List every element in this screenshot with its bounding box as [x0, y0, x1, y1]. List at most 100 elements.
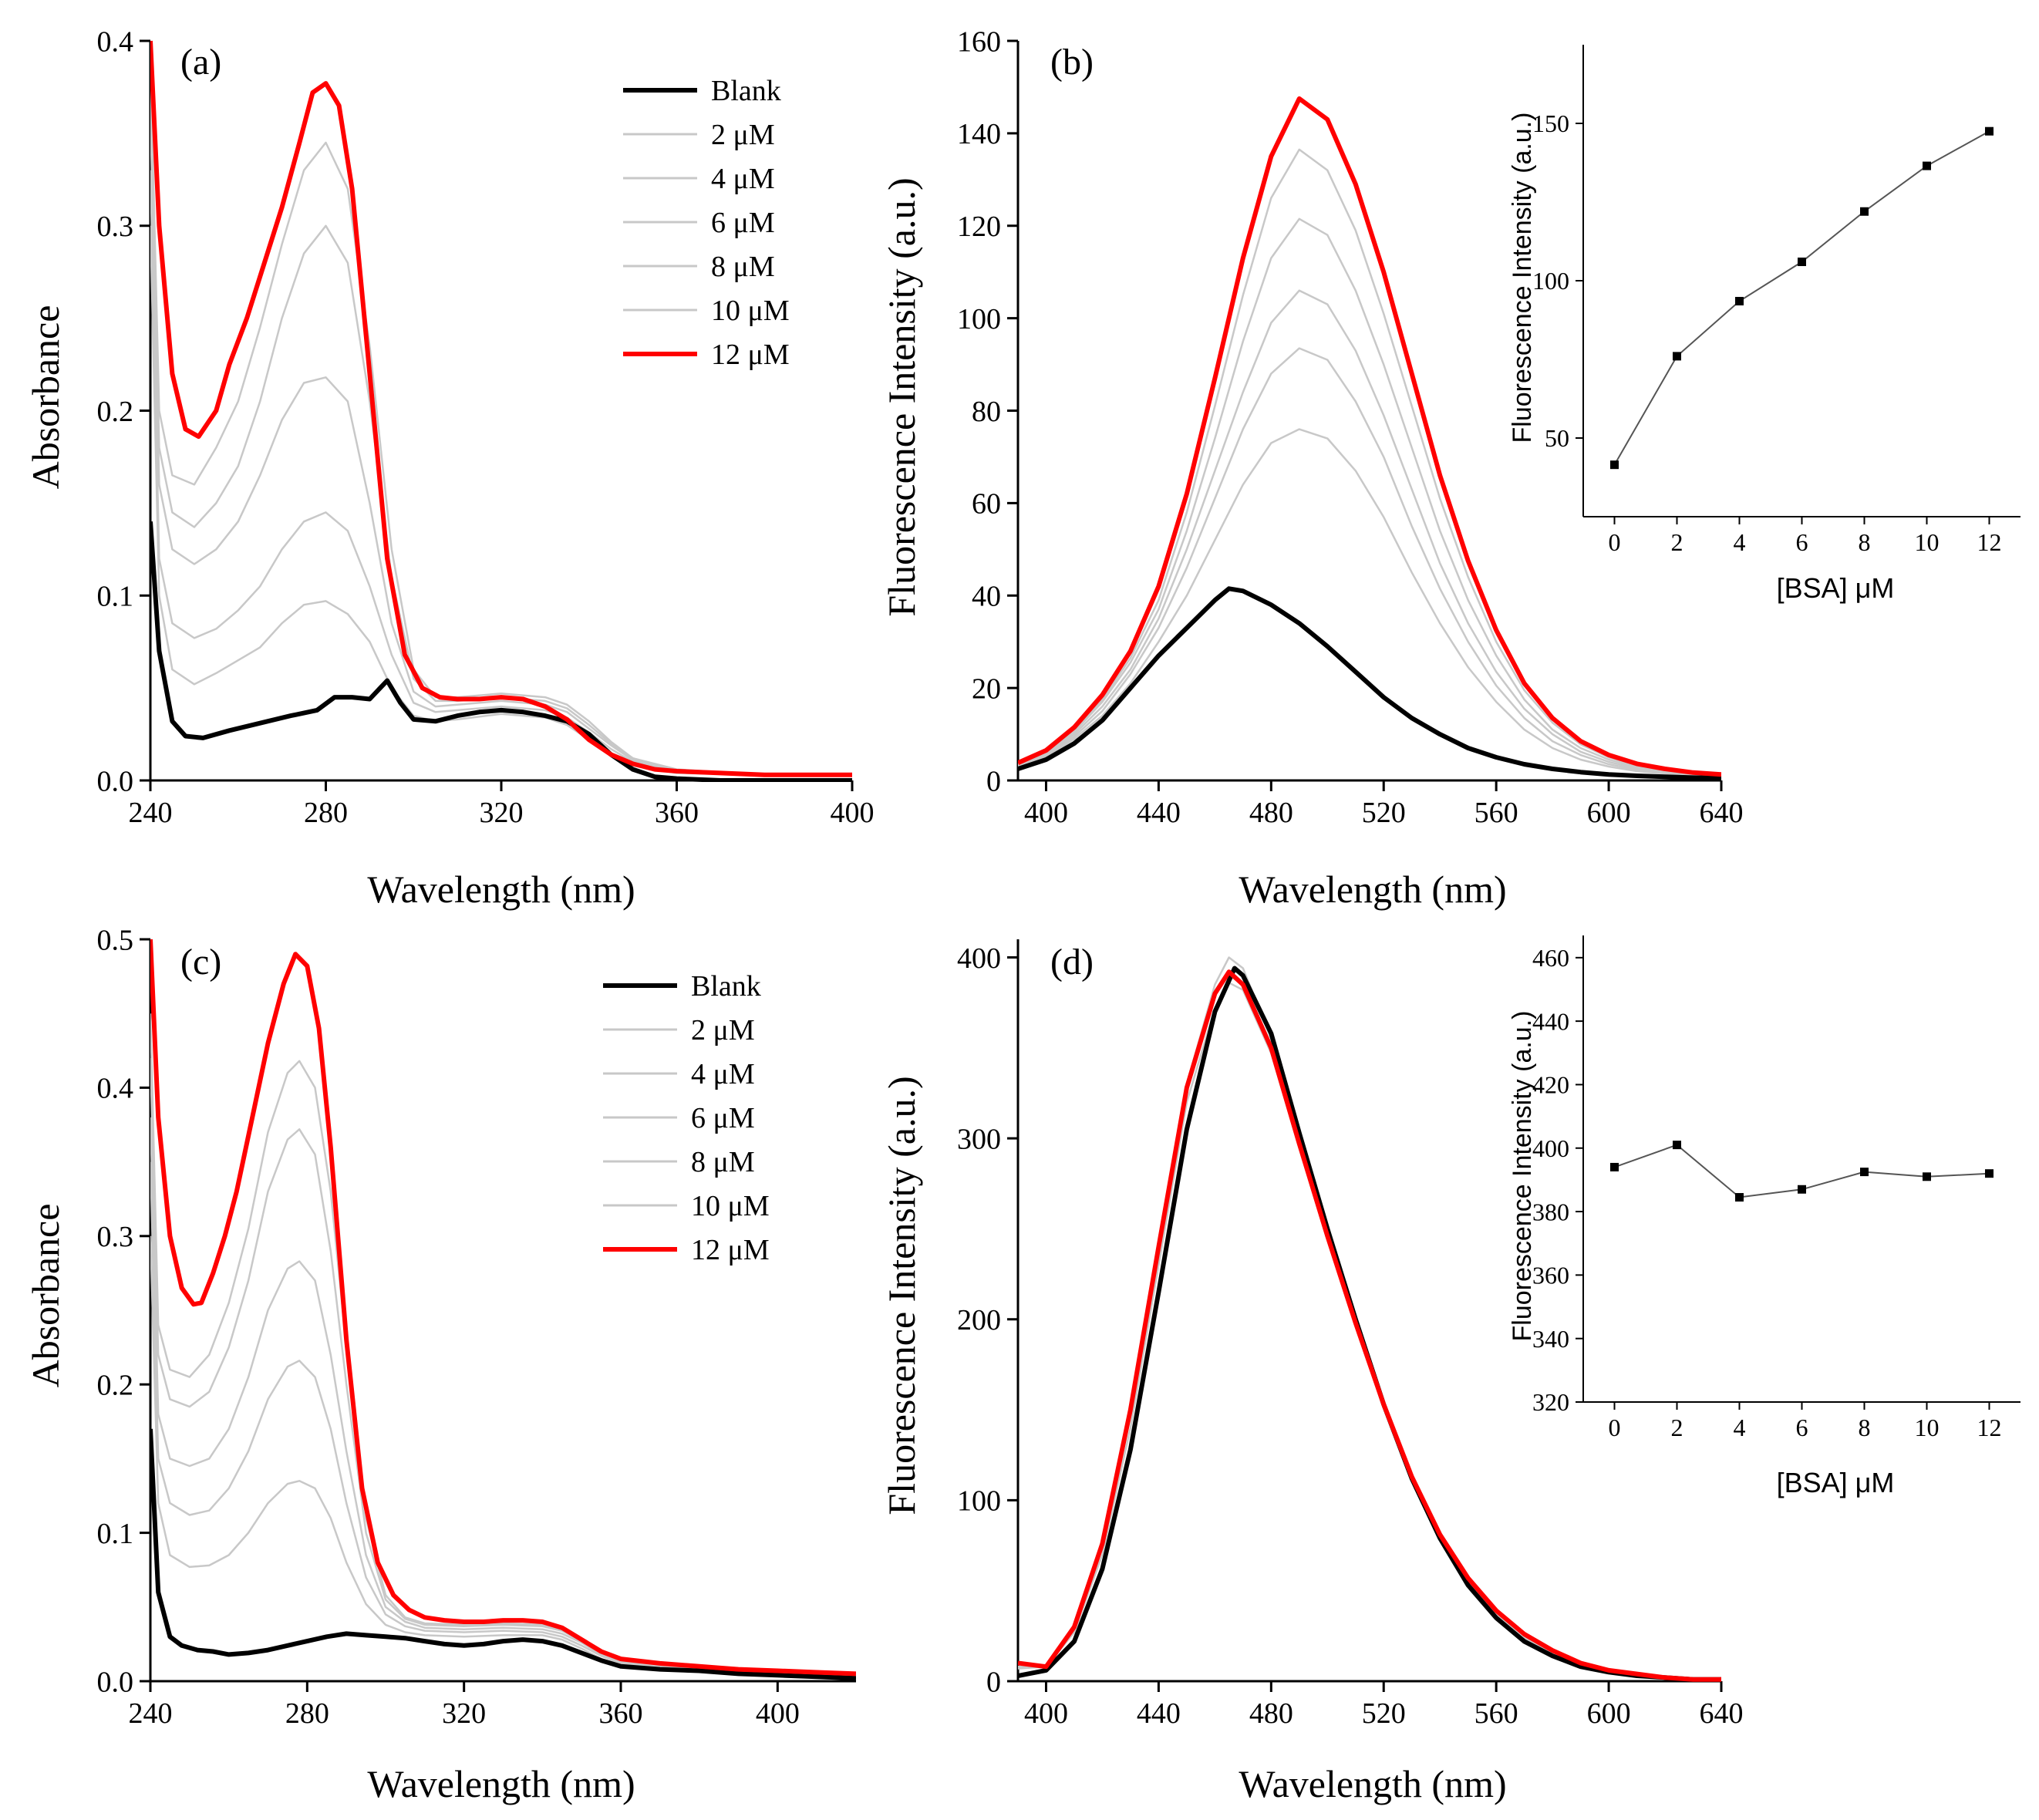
- series-line-c-2M: [150, 1235, 856, 1677]
- panel-c-legend: Blank 2 μM 4 μM 6 μM 8 μM 10 μM 12 μM: [603, 970, 770, 1266]
- y-tick-label: 160: [957, 25, 1001, 58]
- x-tick-label: 12: [1977, 528, 2002, 556]
- inset-data-point: [1610, 1162, 1619, 1171]
- y-tick-label: 0.4: [97, 1073, 134, 1105]
- x-tick-label: 640: [1700, 1697, 1744, 1730]
- x-tick-label: 520: [1362, 1697, 1406, 1730]
- panel-c-plot: 240 280 320 360 400 0.0 0.1 0.2 0.3 0.4 0.5: [97, 924, 856, 1730]
- panel-a-ylabel: Absorbance: [24, 305, 67, 490]
- panel-b: 400 440 480 520 560 600 6400204060801001201401…: [880, 25, 1744, 911]
- x-tick-label: 320: [442, 1697, 486, 1730]
- inset-d: 0 2 4 6 8 10 12 320 340 360 380 400 420 440 460 [BSA] …: [1508, 935, 2020, 1498]
- y-tick-label: 0: [986, 765, 1001, 797]
- series-line-a-Blank: [150, 521, 852, 782]
- inset-data-point: [1798, 258, 1806, 267]
- panel-d-plot: 400 440 480 520 560 600 640 0 100 200 300 400: [957, 939, 1744, 1730]
- legend-c-label-5: 10 μM: [691, 1190, 770, 1222]
- y-tick-label: 0.0: [97, 1666, 134, 1698]
- series-line-a-4M: [150, 170, 852, 777]
- inset-data-point: [1673, 352, 1681, 361]
- y-tick-label: 20: [972, 672, 1001, 705]
- legend-a-label-3: 6 μM: [711, 207, 775, 239]
- panel-a-label: (a): [180, 42, 221, 83]
- panel-d-xlabel: Wavelength (nm): [1239, 1762, 1506, 1805]
- x-tick-label: 440: [1137, 1697, 1181, 1730]
- x-tick-label: 360: [599, 1697, 643, 1730]
- y-tick-label: 440: [1532, 1007, 1569, 1035]
- panel-d: 400 440 480 520 560 600 640 0 100 200 300 400 (d) W…: [880, 939, 1744, 1805]
- x-tick-label: 240: [129, 1697, 173, 1730]
- x-tick-label: 280: [304, 797, 348, 829]
- series-line-b-4M: [1018, 347, 1721, 777]
- x-tick-label: 520: [1362, 797, 1406, 829]
- legend-c-label-0: Blank: [691, 970, 761, 1003]
- y-tick-label: 150: [1532, 110, 1569, 137]
- y-tick-label: 300: [957, 1123, 1001, 1155]
- inset-data-point: [1860, 1168, 1869, 1177]
- panel-b-label: (b): [1050, 42, 1094, 83]
- inset-data-point: [1923, 161, 1931, 170]
- series-line-b-12M: [1018, 96, 1721, 777]
- series-line-d-12M: [1018, 969, 1721, 1682]
- legend-a-label-5: 10 μM: [711, 295, 790, 327]
- panel-a-plot: 240 280 320 360 400 0.0 0.1 0.2 0.3 0.4: [97, 25, 875, 829]
- x-tick-label: 4: [1734, 528, 1746, 556]
- panel-a-xlabel: Wavelength (nm): [367, 868, 635, 911]
- x-tick-label: 400: [831, 797, 875, 829]
- inset-data-point: [1860, 207, 1869, 216]
- inset-d-xlabel: [BSA] μM: [1777, 1467, 1895, 1498]
- inset-series-line: [1613, 130, 1990, 466]
- series-line-b-Blank: [1018, 586, 1721, 780]
- x-tick-label: 480: [1249, 1697, 1293, 1730]
- legend-a-label-2: 4 μM: [711, 163, 775, 195]
- x-tick-label: 2: [1671, 1414, 1683, 1441]
- panel-a-legend: Blank 2 μM 4 μM 6 μM 8 μM 10 μM 12 μM: [623, 75, 790, 371]
- x-tick-label: 560: [1474, 797, 1518, 829]
- inset-data-point: [1923, 1172, 1931, 1181]
- series-line-c-4M: [150, 1161, 856, 1677]
- inset-d-plot: 0 2 4 6 8 10 12 320 340 360 380 400 420 440 460: [1532, 935, 2020, 1441]
- panel-c-ylabel: Absorbance: [24, 1204, 67, 1388]
- panel-b-plot: 400 440 480 520 560 600 6400204060801001201401…: [957, 25, 1744, 829]
- y-tick-label: 0: [986, 1666, 1001, 1698]
- y-tick-label: 340: [1532, 1325, 1569, 1353]
- x-tick-label: 0: [1609, 528, 1621, 556]
- series-line-c-6M: [150, 1117, 856, 1675]
- y-tick-label: 360: [1532, 1262, 1569, 1289]
- x-tick-label: 400: [1024, 797, 1068, 829]
- y-tick-label: 0.2: [97, 1370, 134, 1402]
- legend-a-label-1: 2 μM: [711, 119, 775, 151]
- panel-c-label: (c): [180, 942, 221, 982]
- x-tick-label: 6: [1796, 1414, 1808, 1441]
- legend-c-label-6: 12 μM: [691, 1234, 770, 1266]
- x-tick-label: 10: [1915, 528, 1940, 556]
- y-tick-label: 60: [972, 488, 1001, 521]
- x-tick-label: 360: [655, 797, 699, 829]
- x-tick-label: 240: [129, 797, 173, 829]
- panel-d-label: (d): [1050, 942, 1094, 982]
- legend-a-label-4: 8 μM: [711, 251, 775, 283]
- series-line-d-Blank: [1018, 966, 1721, 1682]
- x-tick-label: 8: [1859, 1414, 1871, 1441]
- series-line-b-8M: [1018, 217, 1721, 777]
- inset-b: 0 2 4 6 8 10 12 50 100 150 [BSA] μM Fluorescence …: [1508, 45, 2020, 604]
- legend-c-label-4: 8 μM: [691, 1146, 755, 1178]
- panel-c-xlabel: Wavelength (nm): [367, 1762, 635, 1805]
- series-line-c-Blank: [150, 1428, 856, 1681]
- series-line-d-6M: [1018, 982, 1721, 1680]
- x-tick-label: 640: [1700, 797, 1744, 829]
- x-tick-label: 400: [1024, 1697, 1068, 1730]
- panel-c: 240 280 320 360 400 0.0 0.1 0.2 0.3 0.4 0.5 (c) Wa…: [24, 924, 856, 1805]
- y-tick-label: 100: [957, 1485, 1001, 1518]
- inset-data-point: [1985, 1169, 1994, 1178]
- y-tick-label: 0.3: [97, 211, 134, 243]
- legend-a-label-0: Blank: [711, 75, 781, 107]
- inset-data-point: [1985, 126, 1994, 136]
- y-tick-label: 380: [1532, 1198, 1569, 1225]
- series-line-c-12M: [150, 939, 856, 1677]
- y-tick-label: 400: [957, 942, 1001, 975]
- legend-c-label-1: 2 μM: [691, 1014, 755, 1046]
- y-tick-label: 100: [957, 303, 1001, 335]
- inset-data-point: [1735, 297, 1744, 306]
- y-tick-label: 40: [972, 581, 1001, 613]
